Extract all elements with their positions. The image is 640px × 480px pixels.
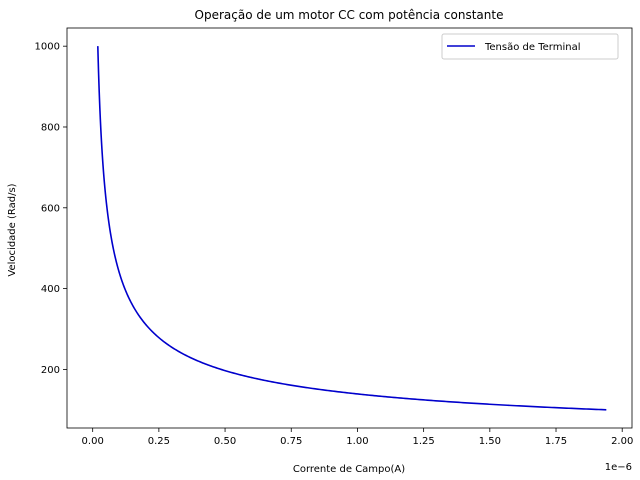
chart-title: Operação de um motor CC com potência con… bbox=[195, 8, 504, 22]
x-tick-label: 1.00 bbox=[346, 436, 368, 447]
series-layer bbox=[97, 45, 607, 411]
x-tick-label: 0.75 bbox=[280, 436, 302, 447]
y-axis: 200 400 600 800 1000 bbox=[35, 42, 67, 376]
x-tick-label: 0.00 bbox=[82, 436, 104, 447]
legend: Tensão de Terminal bbox=[441, 33, 619, 60]
x-tick-label: 1.25 bbox=[413, 436, 435, 447]
plot-background bbox=[67, 28, 632, 428]
legend-box bbox=[441, 33, 619, 60]
y-tick-label: 800 bbox=[41, 122, 60, 133]
plot-frame bbox=[66, 27, 633, 429]
x-axis: 0.00 0.25 0.50 0.75 1.00 1.25 1.50 1.75 2.00 bbox=[82, 428, 633, 447]
y-tick-label: 400 bbox=[41, 284, 60, 295]
x-tick-label: 2.00 bbox=[611, 436, 633, 447]
x-tick-label: 1.75 bbox=[545, 436, 567, 447]
y-tick-label: 1000 bbox=[35, 42, 60, 53]
y-tick-label: 200 bbox=[41, 365, 60, 376]
plot-area bbox=[67, 28, 632, 428]
x-tick-label: 0.50 bbox=[214, 436, 236, 447]
y-axis-label: Velocidade (Rad/s) bbox=[7, 183, 18, 276]
legend-label: Tensão de Terminal bbox=[484, 42, 580, 53]
x-tick-label: 1.50 bbox=[479, 436, 501, 447]
x-tick-label: 0.25 bbox=[148, 436, 170, 447]
series-line-0 bbox=[97, 45, 607, 411]
x-axis-label: Corrente de Campo(A) bbox=[293, 464, 405, 475]
y-tick-label: 600 bbox=[41, 203, 60, 214]
x-offset-label: 1e−6 bbox=[605, 462, 632, 473]
